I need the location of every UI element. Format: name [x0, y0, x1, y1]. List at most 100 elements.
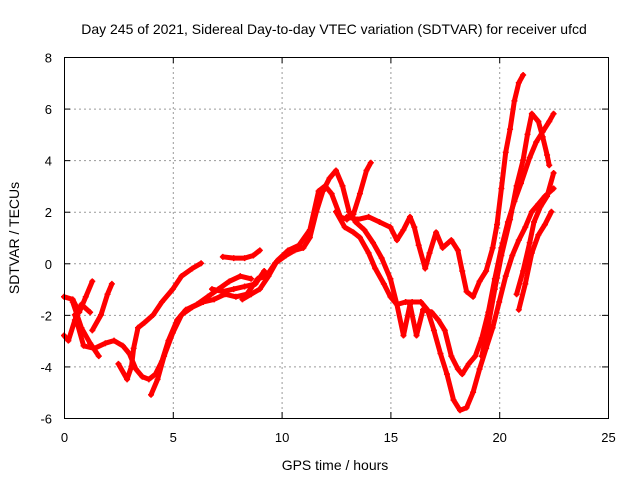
- x-tick-label: 25: [601, 430, 615, 445]
- data-point: [513, 291, 520, 298]
- data-point: [494, 221, 501, 228]
- data-point: [256, 286, 263, 293]
- series-markers-5: [89, 280, 115, 334]
- x-tick-label: 0: [61, 430, 68, 445]
- data-point: [528, 208, 535, 215]
- data-point: [387, 275, 394, 282]
- data-point: [441, 327, 448, 334]
- data-point: [539, 133, 546, 140]
- data-point: [200, 298, 207, 305]
- data-point: [489, 244, 496, 251]
- data-point: [265, 273, 272, 280]
- data-point: [219, 288, 226, 295]
- data-point: [65, 337, 72, 344]
- data-point: [502, 149, 509, 156]
- data-point: [415, 242, 422, 249]
- data-point: [546, 118, 553, 125]
- data-point: [393, 237, 400, 244]
- data-point: [69, 298, 76, 305]
- y-tick-label: 0: [45, 257, 52, 272]
- y-tick-label: -4: [40, 360, 52, 375]
- data-point: [315, 188, 322, 195]
- data-point: [511, 97, 518, 104]
- data-point: [87, 309, 94, 316]
- data-point: [115, 360, 122, 367]
- data-point: [387, 224, 394, 231]
- data-point: [343, 213, 350, 220]
- data-point: [341, 224, 348, 231]
- series-markers-14: [513, 170, 557, 298]
- data-point: [274, 257, 281, 264]
- data-point: [333, 208, 339, 215]
- data-point: [531, 219, 538, 226]
- data-point: [515, 79, 522, 86]
- y-tick-label: 8: [45, 51, 52, 66]
- data-point: [470, 293, 477, 300]
- data-point: [119, 342, 126, 349]
- data-point: [285, 247, 292, 254]
- data-point: [141, 319, 148, 326]
- data-point: [544, 193, 551, 200]
- data-point: [489, 324, 496, 331]
- series-markers-12: [333, 185, 557, 414]
- data-point: [463, 404, 470, 411]
- data-point: [230, 255, 237, 262]
- data-point: [550, 170, 557, 177]
- data-point: [248, 291, 255, 298]
- series-line-8: [220, 247, 263, 261]
- data-point: [148, 391, 155, 398]
- data-point: [326, 175, 333, 182]
- data-point: [356, 234, 363, 241]
- data-point: [80, 342, 87, 349]
- data-point: [208, 286, 215, 293]
- data-point: [128, 363, 135, 370]
- axis-ticks: 0 5 10 15 20 25 -6 -4 -2 0 2 4 6 8: [40, 51, 615, 446]
- series-line-5: [89, 281, 115, 333]
- data-point: [211, 296, 218, 303]
- y-tick-label: -6: [40, 412, 52, 427]
- data-point: [248, 275, 255, 282]
- data-point: [306, 234, 313, 241]
- data-point: [124, 376, 131, 383]
- data-point: [454, 366, 461, 373]
- data-point: [435, 317, 442, 324]
- data-point: [82, 293, 89, 300]
- data-point: [422, 265, 429, 272]
- data-point: [189, 265, 196, 272]
- data-point: [356, 190, 363, 197]
- data-point: [400, 332, 407, 339]
- data-point: [476, 366, 483, 373]
- data-point: [520, 268, 527, 275]
- data-point: [443, 371, 450, 378]
- data-point: [241, 255, 248, 262]
- data-point: [372, 265, 379, 272]
- data-point: [230, 286, 237, 293]
- data-point: [350, 229, 357, 236]
- data-point: [261, 268, 268, 275]
- data-point: [439, 244, 446, 251]
- data-point: [424, 306, 431, 313]
- data-point: [400, 226, 407, 233]
- data-point: [132, 366, 139, 373]
- data-point: [411, 224, 418, 231]
- data-point: [328, 190, 335, 197]
- data-point: [71, 311, 78, 318]
- data-point: [522, 224, 529, 231]
- data-point: [130, 345, 137, 352]
- series-markers-11: [343, 72, 527, 300]
- data-point: [513, 182, 520, 189]
- data-point: [406, 213, 413, 220]
- data-point: [498, 185, 505, 192]
- data-point: [178, 273, 185, 280]
- data-point: [78, 301, 85, 308]
- data-point: [150, 311, 157, 318]
- data-point: [108, 280, 115, 287]
- data-point: [465, 360, 472, 367]
- data-point: [483, 268, 490, 275]
- data-point: [535, 231, 542, 238]
- data-point: [239, 296, 246, 303]
- data-point: [478, 353, 485, 360]
- data-point: [520, 72, 527, 79]
- data-point: [300, 244, 307, 251]
